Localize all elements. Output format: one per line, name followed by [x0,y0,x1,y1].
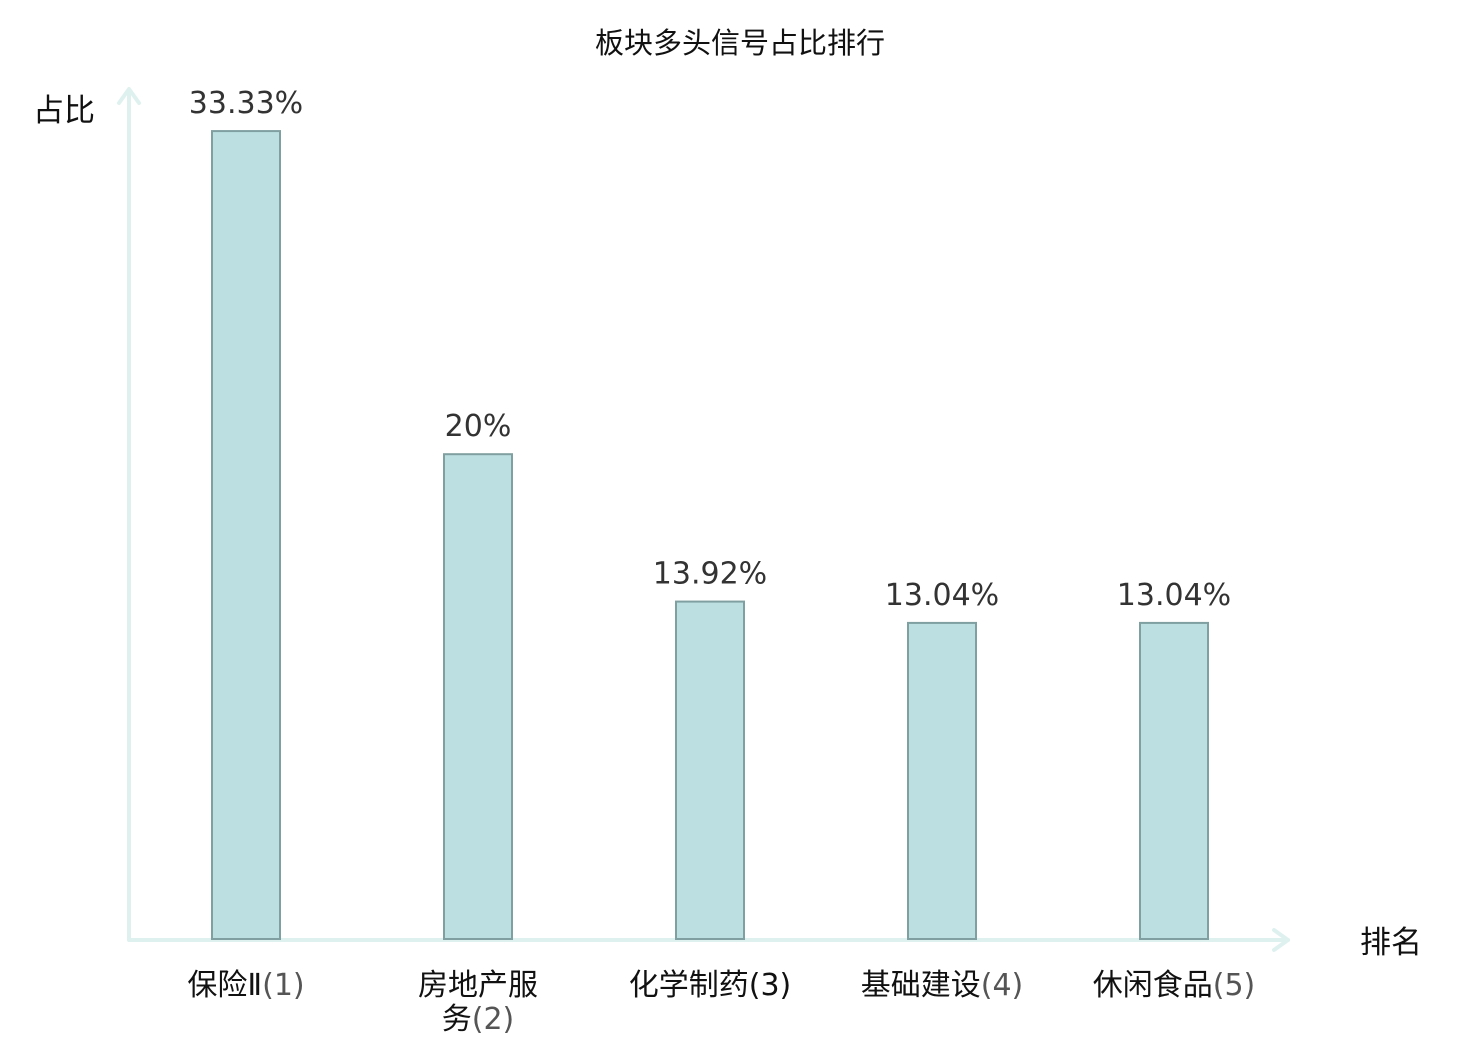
bar-value-label: 13.04% [1117,578,1231,613]
category-rank: (2) [472,1002,515,1037]
category-rank: (1) [262,968,305,1003]
y-axis-arrow [117,87,141,105]
category-label-line: 保险Ⅱ [187,968,262,1003]
x-axis-label: 排名 [1360,925,1422,961]
category-label-line: 房地产服 [418,968,538,1003]
category-label-line: 基础建设 [861,968,981,1003]
category-rank: (3) [749,968,792,1003]
category-rank: (5) [1213,968,1256,1003]
category-label-line: 休闲食品 [1093,968,1213,1003]
bar [907,621,977,940]
category-rank: (4) [981,968,1024,1003]
category-label: 休闲食品(5) [1093,968,1256,1003]
y-axis-label: 占比 [33,93,95,129]
category-labels: 保险Ⅱ(1) 房地产服务(2) 化学制药(3) 基础建设(4) 休闲食品(5) [187,968,1255,1037]
category-label-line: 务 [442,1002,472,1037]
bar-value-label: 33.33% [189,86,303,121]
category-label: 基础建设(4) [861,968,1024,1003]
bar [211,130,281,940]
bar [675,600,745,941]
bar-value-label: 13.04% [885,578,999,613]
category-label: 保险Ⅱ(1) [187,968,304,1003]
category-label: 房地产服务(2) [418,968,538,1037]
bar [1139,621,1209,940]
category-label-line: 化学制药 [629,968,749,1003]
category-label: 化学制药(3) [629,968,792,1003]
x-axis-arrow [1272,928,1290,952]
bar [443,453,513,940]
value-labels: 33.33% 20% 13.92% 13.04% 13.04% [189,86,1231,613]
bar-value-label: 20% [445,409,512,444]
bar-value-label: 13.92% [653,557,767,592]
chart-title: 板块多头信号占比排行 [595,26,885,60]
bar-series [211,130,1209,941]
